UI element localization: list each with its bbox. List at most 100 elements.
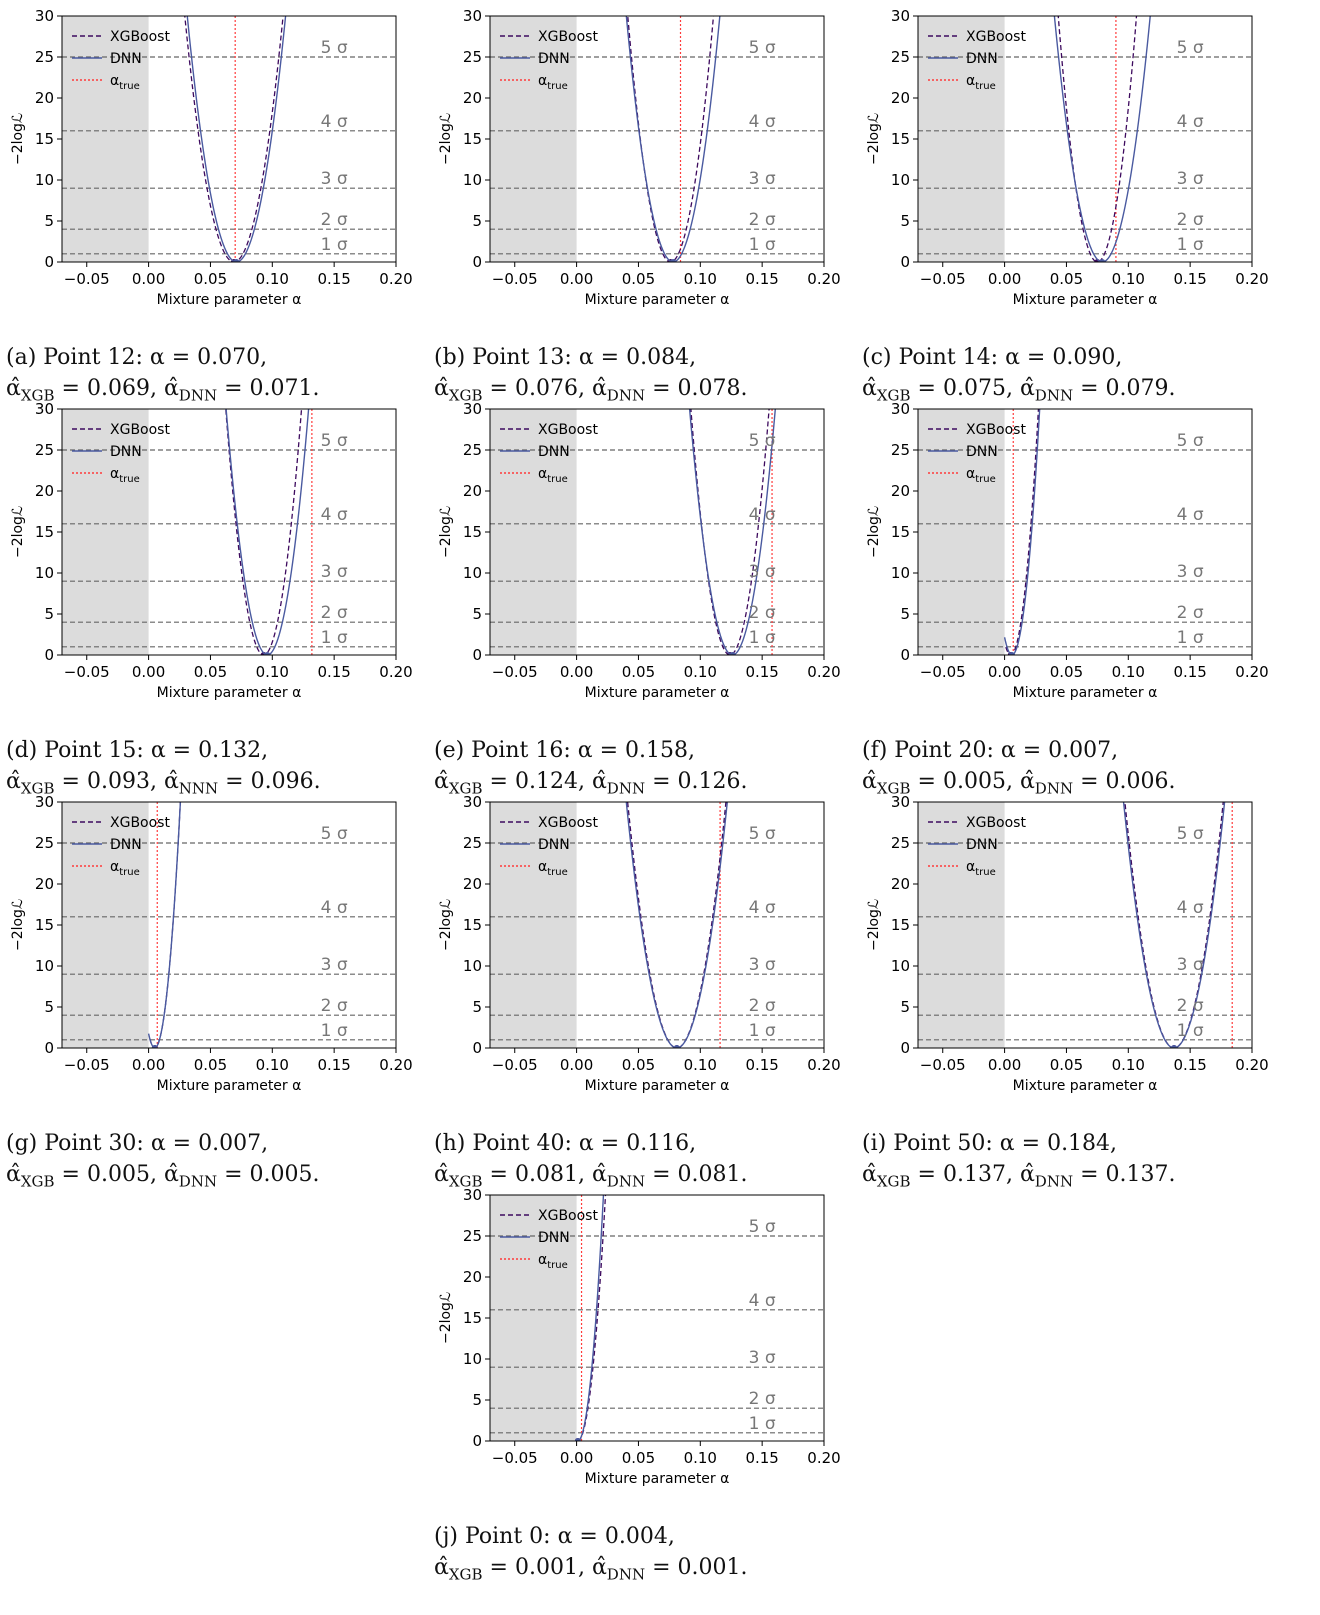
sigma-label: 3 σ [749,1348,776,1368]
panel-caption: (h) Point 40: α = 0.116, α̂XGB = 0.081, α… [434,1128,864,1197]
x-tick-label: 0.00 [560,663,593,681]
x-tick-label: −0.05 [920,270,966,288]
y-tick-label: 10 [463,171,482,189]
legend-label: XGBoost [110,422,170,438]
x-tick-label: 0.10 [256,1056,289,1074]
sigma-label: 3 σ [749,562,776,582]
y-tick-label: 10 [463,1350,482,1368]
x-tick-label: 0.15 [745,1056,778,1074]
x-tick-label: 0.05 [622,270,655,288]
legend-label: DNN [966,837,998,853]
x-tick-label: 0.20 [379,1056,412,1074]
y-tick-label: 15 [891,916,910,934]
y-tick-label: 5 [44,998,54,1016]
legend-label: XGBoost [538,1208,598,1224]
y-tick-label: 10 [463,957,482,975]
panel-caption: (a) Point 12: α = 0.070, α̂XGB = 0.069, α… [6,342,436,411]
y-tick-label: 10 [891,171,910,189]
y-tick-label: 30 [35,793,54,811]
y-tick-label: 5 [900,998,910,1016]
y-tick-label: 0 [900,253,910,271]
sigma-label: 1 σ [749,235,776,255]
legend-label: DNN [110,837,142,853]
y-tick-label: 5 [44,605,54,623]
y-tick-label: 5 [472,998,482,1016]
y-tick-label: 5 [900,605,910,623]
x-tick-label: 0.05 [1050,1056,1083,1074]
sigma-label: 4 σ [321,898,348,918]
sigma-label: 3 σ [1177,562,1204,582]
x-axis-title: Mixture parameter α [1013,292,1158,308]
sigma-label: 2 σ [749,603,776,623]
x-tick-label: 0.05 [622,663,655,681]
sigma-label: 4 σ [1177,505,1204,525]
x-tick-label: 0.20 [807,1449,840,1467]
y-tick-label: 10 [35,957,54,975]
x-tick-label: −0.05 [920,663,966,681]
x-tick-label: 0.15 [745,270,778,288]
x-tick-label: −0.05 [492,1449,538,1467]
x-tick-label: −0.05 [492,270,538,288]
caption-line-1: (f) Point 20: α = 0.007, [862,738,1119,763]
sigma-label: 5 σ [321,38,348,58]
y-tick-label: 30 [891,7,910,25]
xgboost-curve [1057,16,1138,262]
x-tick-label: 0.05 [194,270,227,288]
y-axis-title: −2logℒ [866,506,882,558]
caption-line-1: (g) Point 30: α = 0.007, [6,1131,269,1156]
y-tick-label: 5 [472,212,482,230]
x-tick-label: 0.15 [1173,270,1206,288]
legend-label: DNN [966,444,998,460]
y-tick-label: 25 [463,441,482,459]
x-tick-label: 0.10 [1112,663,1145,681]
y-tick-label: 10 [891,564,910,582]
legend-label: DNN [110,444,142,460]
y-tick-label: 20 [35,89,54,107]
sigma-label: 4 σ [1177,898,1204,918]
dnn-min-point [670,259,677,262]
sigma-label: 2 σ [321,603,348,623]
dnn-curve [186,16,287,262]
sigma-label: 1 σ [321,1021,348,1041]
sigma-label: 1 σ [749,1021,776,1041]
x-tick-label: 0.05 [194,663,227,681]
y-tick-label: 0 [900,646,910,664]
y-tick-label: 15 [35,523,54,541]
xgboost-curve [225,409,303,655]
legend-label: DNN [538,444,570,460]
sigma-label: 2 σ [749,1389,776,1409]
caption-line-1: (i) Point 50: α = 0.184, [862,1131,1118,1156]
legend-label: XGBoost [538,815,598,831]
xgboost-curve [626,802,727,1048]
sigma-label: 3 σ [1177,169,1204,189]
sigma-label: 1 σ [749,628,776,648]
y-tick-label: 0 [44,253,54,271]
sigma-label: 1 σ [1177,235,1204,255]
x-tick-label: 0.10 [256,663,289,681]
sigma-label: 2 σ [321,996,348,1016]
y-tick-label: 20 [891,875,910,893]
y-tick-label: 15 [35,130,54,148]
x-tick-label: −0.05 [64,270,110,288]
sigma-label: 3 σ [321,169,348,189]
y-tick-label: 25 [891,48,910,66]
sigma-label: 1 σ [1177,628,1204,648]
y-tick-label: 0 [472,1039,482,1057]
y-tick-label: 30 [463,1186,482,1204]
dnn-min-point [574,1438,581,1441]
sigma-label: 2 σ [1177,603,1204,623]
y-tick-label: 0 [44,646,54,664]
y-axis-title: −2logℒ [866,113,882,165]
dnn-min-point [264,652,271,655]
x-axis-title: Mixture parameter α [585,1078,730,1094]
sigma-label: 4 σ [749,1291,776,1311]
